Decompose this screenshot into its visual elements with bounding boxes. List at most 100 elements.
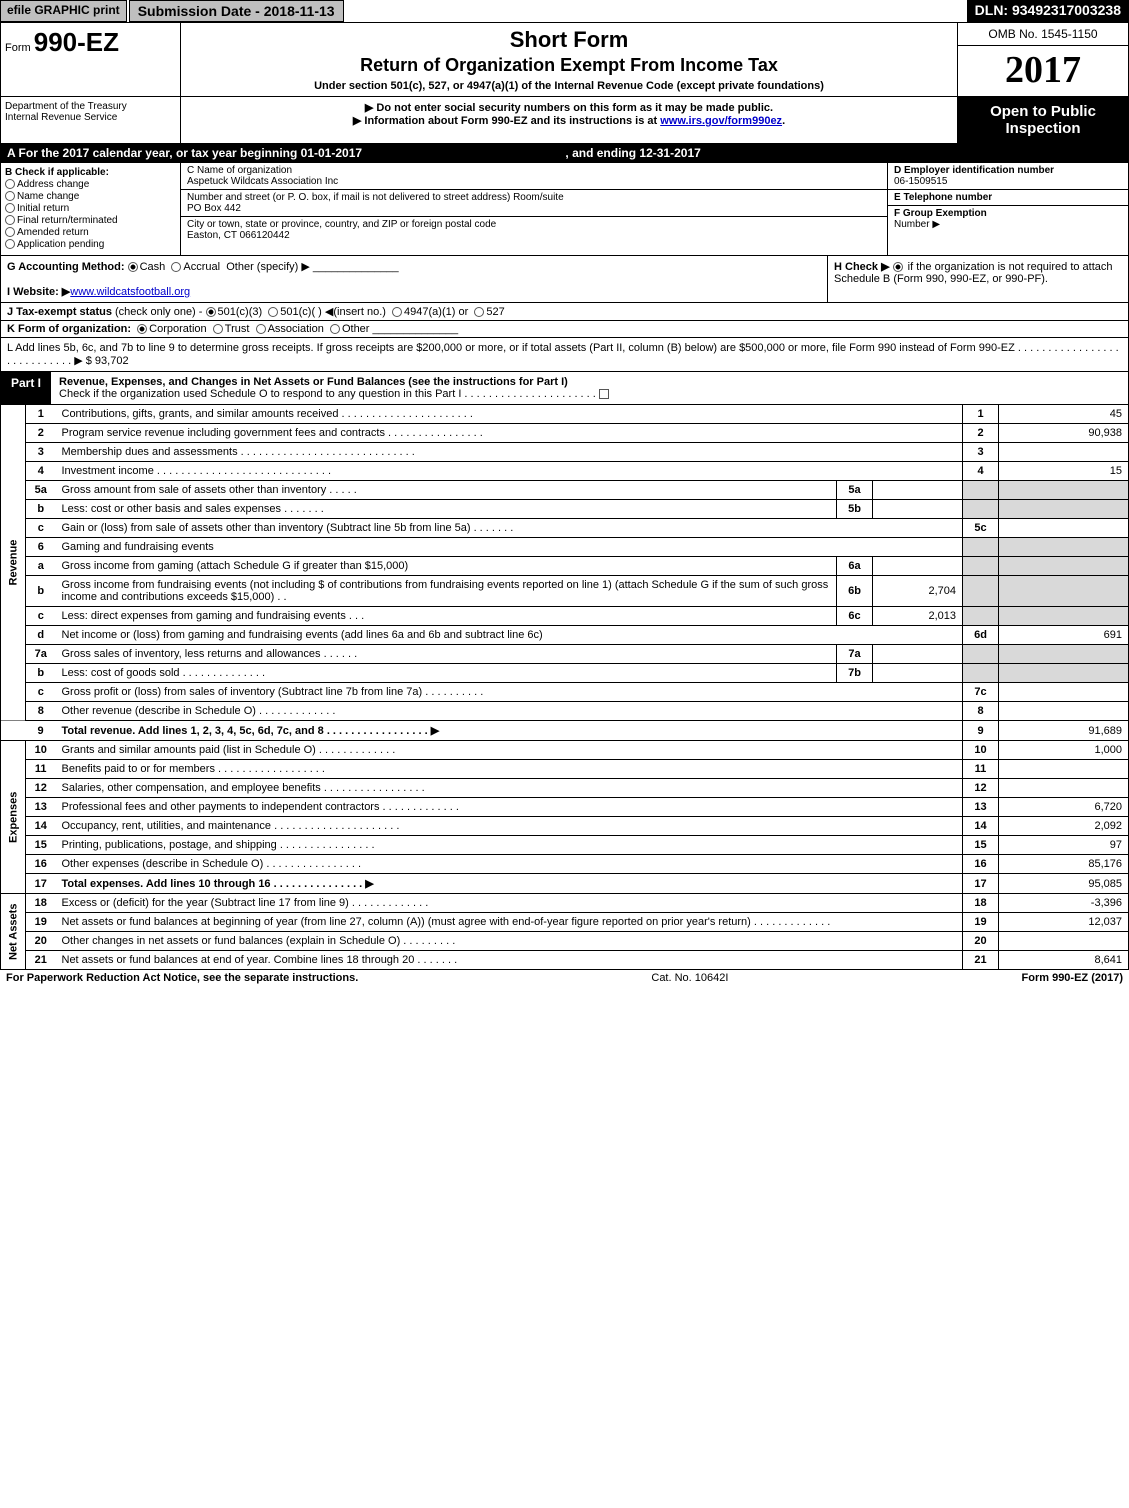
side-net-assets: Net Assets [1,894,26,970]
title-short-form: Short Form [189,27,949,53]
k-other-radio[interactable] [330,324,340,334]
k-label: K Form of organization: [7,323,131,335]
footer-cat: Cat. No. 10642I [358,972,1021,984]
line-6: 6Gaming and fundraising events [1,538,1129,557]
h-check: H Check ▶ if the organization is not req… [828,256,1128,302]
footer-left: For Paperwork Reduction Act Notice, see … [6,972,358,984]
line-7c: cGross profit or (loss) from sales of in… [1,683,1129,702]
d-label: D Employer identification number [894,165,1054,176]
line-18: Net Assets 18Excess or (deficit) for the… [1,894,1129,913]
footer-form: Form 990-EZ (2017) [1022,972,1123,984]
b-label: B Check if applicable: [5,167,109,178]
line-10: Expenses 10Grants and similar amounts pa… [1,741,1129,760]
line-1: Revenue 1Contributions, gifts, grants, a… [1,405,1129,424]
line-20: 20Other changes in net assets or fund ba… [1,932,1129,951]
c-name-value: Aspetuck Wildcats Association Inc [187,176,881,187]
g-accounting: G Accounting Method: Cash Accrual Other … [1,256,828,302]
d-ein-cell: D Employer identification number 06-1509… [888,163,1128,190]
line-5a: 5aGross amount from sale of assets other… [1,481,1129,500]
k-trust-radio[interactable] [213,324,223,334]
form-number: 990-EZ [34,27,119,57]
g-cash-radio[interactable] [128,262,138,272]
chk-application-pending[interactable]: Application pending [5,239,176,250]
chk-address-change[interactable]: Address change [5,179,176,190]
j-4947-radio[interactable] [392,307,402,317]
k-corp-radio[interactable] [137,324,147,334]
k-assoc-radio[interactable] [256,324,266,334]
line-16: 16Other expenses (describe in Schedule O… [1,855,1129,874]
e-phone-cell: E Telephone number [888,190,1128,206]
e-label: E Telephone number [894,192,992,203]
line-12: 12Salaries, other compensation, and empl… [1,779,1129,798]
chk-final-return[interactable]: Final return/terminated [5,215,176,226]
open-to-public: Open to Public Inspection [958,97,1128,143]
form-number-cell: Form 990-EZ [1,23,181,96]
c-city-label: City or town, state or province, country… [187,219,881,230]
f-label: F Group Exemption [894,208,987,219]
line-8: 8Other revenue (describe in Schedule O) … [1,702,1129,721]
dept-treasury: Department of the Treasury Internal Reve… [1,97,181,143]
chk-name-change[interactable]: Name change [5,191,176,202]
instructions: ▶ Do not enter social security numbers o… [181,97,958,143]
col-b-check: B Check if applicable: Address change Na… [1,163,181,255]
line-13: 13Professional fees and other payments t… [1,798,1129,817]
col-c-org: C Name of organization Aspetuck Wildcats… [181,163,888,255]
website-link[interactable]: www.wildcatsfootball.org [70,286,190,298]
line-6c: cLess: direct expenses from gaming and f… [1,607,1129,626]
line-6d: dNet income or (loss) from gaming and fu… [1,626,1129,645]
j-527-radio[interactable] [474,307,484,317]
line-14: 14Occupancy, rent, utilities, and mainte… [1,817,1129,836]
row-gh: G Accounting Method: Cash Accrual Other … [0,256,1129,303]
line-7b: bLess: cost of goods sold . . . . . . . … [1,664,1129,683]
line-7a: 7aGross sales of inventory, less returns… [1,645,1129,664]
line-2: 2Program service revenue including gover… [1,424,1129,443]
form-header: Form 990-EZ Short Form Return of Organiz… [0,22,1129,97]
part-1-label: Part I [1,372,51,404]
subtitle: Under section 501(c), 527, or 4947(a)(1)… [189,80,949,92]
org-addr-cell: Number and street (or P. O. box, if mail… [181,190,887,217]
side-expenses: Expenses [1,741,26,894]
h-label: H Check ▶ [834,261,890,273]
lines-table: Revenue 1Contributions, gifts, grants, a… [0,405,1129,970]
line-17: 17Total expenses. Add lines 10 through 1… [1,874,1129,894]
dept-line2: Internal Revenue Service [5,112,176,123]
j-501c-radio[interactable] [268,307,278,317]
f-group-cell: F Group Exemption Number ▶ [888,206,1128,232]
g-accrual-radio[interactable] [171,262,181,272]
form-prefix: Form [5,42,31,54]
dln: DLN: 93492317003238 [967,0,1129,22]
f-label2: Number ▶ [894,219,940,230]
h-radio[interactable] [893,262,903,272]
line-6a: aGross income from gaming (attach Schedu… [1,557,1129,576]
row-j-tax-exempt: J Tax-exempt status (check only one) - 5… [0,303,1129,321]
form-title-cell: Short Form Return of Organization Exempt… [181,23,958,96]
line-5b: bLess: cost or other basis and sales exp… [1,500,1129,519]
d-ein: 06-1509515 [894,176,947,187]
title-return: Return of Organization Exempt From Incom… [189,55,949,76]
omb-number: OMB No. 1545-1150 [958,23,1128,46]
g-label: G Accounting Method: [7,261,125,273]
part1-schedule-o-check[interactable] [599,389,609,399]
c-addr-value: PO Box 442 [187,203,881,214]
row-l-gross-receipts: L Add lines 5b, 6c, and 7b to line 9 to … [0,338,1129,372]
open-line2: Inspection [960,120,1126,137]
omb-year-cell: OMB No. 1545-1150 2017 [958,23,1128,96]
instruction-2: ▶ Information about Form 990-EZ and its … [189,114,949,127]
dept-line1: Department of the Treasury [5,101,176,112]
chk-amended-return[interactable]: Amended return [5,227,176,238]
open-line1: Open to Public [960,103,1126,120]
line-6b: bGross income from fundraising events (n… [1,576,1129,607]
c-name-label: C Name of organization [187,165,881,176]
efile-print-button[interactable]: efile GRAPHIC print [0,0,127,22]
line-19: 19Net assets or fund balances at beginni… [1,913,1129,932]
top-bar: efile GRAPHIC print Submission Date - 20… [0,0,1129,22]
c-city-value: Easton, CT 066120442 [187,230,881,241]
instruction-1: ▶ Do not enter social security numbers o… [189,101,949,114]
chk-initial-return[interactable]: Initial return [5,203,176,214]
i-label: I Website: ▶ [7,286,70,298]
col-d-ein: D Employer identification number 06-1509… [888,163,1128,255]
irs-link[interactable]: www.irs.gov/form990ez [660,115,782,127]
page-footer: For Paperwork Reduction Act Notice, see … [0,970,1129,986]
row-a-tax-year: A For the 2017 calendar year, or tax yea… [0,144,1129,163]
j-501c3-radio[interactable] [206,307,216,317]
